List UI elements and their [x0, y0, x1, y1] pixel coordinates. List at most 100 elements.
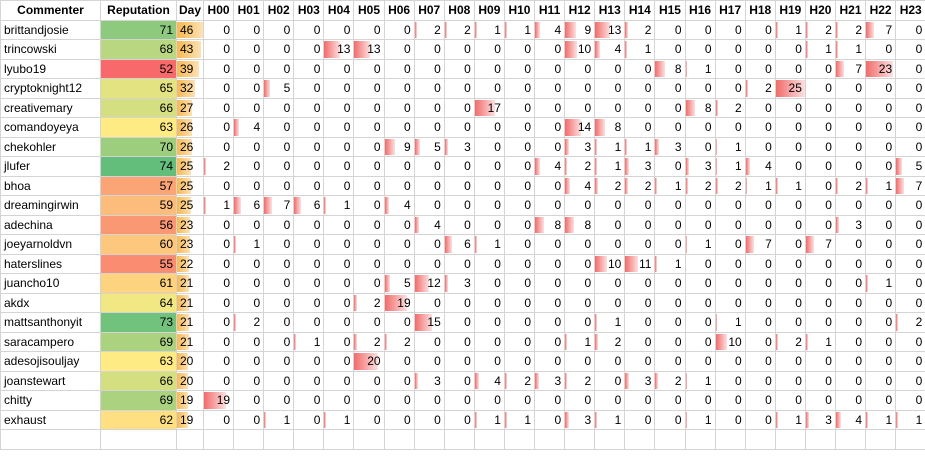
- hour-cell[interactable]: 0: [774, 292, 806, 313]
- hour-cell[interactable]: 2: [233, 312, 265, 333]
- empty-cell[interactable]: [176, 429, 204, 450]
- hour-cell[interactable]: 2: [353, 292, 385, 313]
- hour-cell[interactable]: 0: [413, 409, 445, 430]
- hour-cell[interactable]: 0: [774, 117, 806, 138]
- hour-cell[interactable]: 0: [534, 175, 566, 196]
- hour-cell[interactable]: 0: [443, 156, 475, 177]
- hour-cell[interactable]: 0: [684, 331, 716, 352]
- hour-cell[interactable]: 0: [654, 195, 686, 216]
- hour-cell[interactable]: 1: [323, 195, 355, 216]
- hour-cell[interactable]: 0: [323, 273, 355, 294]
- hour-cell[interactable]: 2: [383, 331, 415, 352]
- empty-cell[interactable]: [895, 429, 925, 450]
- hour-cell[interactable]: 0: [714, 409, 746, 430]
- commenter-cell[interactable]: adesojisouljay: [0, 351, 101, 372]
- hour-cell[interactable]: 0: [624, 390, 656, 411]
- hour-cell[interactable]: 0: [383, 58, 415, 79]
- hour-cell[interactable]: 0: [534, 351, 566, 372]
- hour-cell[interactable]: 4: [534, 156, 566, 177]
- hour-cell[interactable]: 0: [834, 78, 867, 99]
- hour-cell[interactable]: 2: [624, 175, 656, 196]
- hour-cell[interactable]: 9: [383, 136, 415, 157]
- hour-cell[interactable]: 0: [865, 253, 897, 274]
- hour-cell[interactable]: 0: [353, 390, 385, 411]
- hour-cell[interactable]: 0: [353, 312, 385, 333]
- hour-cell[interactable]: 0: [202, 253, 235, 274]
- hour-cell[interactable]: 4: [744, 156, 776, 177]
- hour-cell[interactable]: 0: [323, 97, 355, 118]
- hour-cell[interactable]: 0: [594, 351, 626, 372]
- hour-cell[interactable]: 0: [323, 351, 355, 372]
- day-cell[interactable]: 23: [176, 214, 204, 235]
- hour-cell[interactable]: 0: [654, 117, 686, 138]
- hour-cell[interactable]: 0: [834, 370, 867, 391]
- hour-cell[interactable]: 0: [383, 19, 415, 40]
- hour-cell[interactable]: 0: [263, 390, 295, 411]
- hour-cell[interactable]: 0: [564, 234, 596, 255]
- hour-cell[interactable]: 0: [383, 351, 415, 372]
- hour-cell[interactable]: 0: [353, 78, 385, 99]
- hour-cell[interactable]: 0: [443, 370, 475, 391]
- hour-cell[interactable]: 3: [443, 136, 475, 157]
- column-header[interactable]: H03: [293, 0, 325, 21]
- hour-cell[interactable]: 0: [744, 19, 776, 40]
- hour-cell[interactable]: 1: [684, 58, 716, 79]
- column-header[interactable]: H16: [684, 0, 716, 21]
- hour-cell[interactable]: 0: [233, 214, 265, 235]
- hour-cell[interactable]: 0: [895, 370, 925, 391]
- hour-cell[interactable]: 0: [744, 39, 776, 60]
- column-header[interactable]: H13: [594, 0, 626, 21]
- hour-cell[interactable]: 0: [233, 58, 265, 79]
- hour-cell[interactable]: 0: [804, 292, 836, 313]
- hour-cell[interactable]: 0: [293, 273, 325, 294]
- column-header[interactable]: H08: [443, 0, 475, 21]
- hour-cell[interactable]: 0: [804, 214, 836, 235]
- hour-cell[interactable]: 0: [834, 312, 867, 333]
- hour-cell[interactable]: 0: [804, 78, 836, 99]
- hour-cell[interactable]: 2: [684, 175, 716, 196]
- commenter-cell[interactable]: comandoyeya: [0, 117, 101, 138]
- hour-cell[interactable]: 1: [624, 136, 656, 157]
- hour-cell[interactable]: 0: [834, 195, 867, 216]
- hour-cell[interactable]: 0: [714, 19, 746, 40]
- hour-cell[interactable]: 0: [413, 331, 445, 352]
- hour-cell[interactable]: 0: [202, 273, 235, 294]
- hour-cell[interactable]: 1: [804, 39, 836, 60]
- commenter-cell[interactable]: brittandjosie: [0, 19, 101, 40]
- day-cell[interactable]: 25: [176, 195, 204, 216]
- hour-cell[interactable]: 4: [233, 117, 265, 138]
- hour-cell[interactable]: 0: [744, 117, 776, 138]
- hour-cell[interactable]: 2: [202, 156, 235, 177]
- hour-cell[interactable]: 0: [804, 175, 836, 196]
- hour-cell[interactable]: 0: [714, 273, 746, 294]
- day-cell[interactable]: 32: [176, 78, 204, 99]
- hour-cell[interactable]: 0: [744, 214, 776, 235]
- reputation-cell[interactable]: 66: [100, 97, 177, 118]
- hour-cell[interactable]: 1: [804, 331, 836, 352]
- hour-cell[interactable]: 0: [413, 58, 445, 79]
- hour-cell[interactable]: 0: [503, 390, 536, 411]
- hour-cell[interactable]: 0: [684, 214, 716, 235]
- empty-cell[interactable]: [503, 429, 536, 450]
- hour-cell[interactable]: 0: [594, 273, 626, 294]
- hour-cell[interactable]: 1: [594, 312, 626, 333]
- hour-cell[interactable]: 0: [263, 214, 295, 235]
- day-cell[interactable]: 23: [176, 234, 204, 255]
- hour-cell[interactable]: 2: [564, 156, 596, 177]
- hour-cell[interactable]: 8: [594, 117, 626, 138]
- hour-cell[interactable]: 14: [564, 117, 596, 138]
- hour-cell[interactable]: 0: [323, 292, 355, 313]
- hour-cell[interactable]: 0: [774, 390, 806, 411]
- hour-cell[interactable]: 0: [202, 19, 235, 40]
- hour-cell[interactable]: 1: [323, 409, 355, 430]
- hour-cell[interactable]: 1: [684, 234, 716, 255]
- day-cell[interactable]: 20: [176, 351, 204, 372]
- hour-cell[interactable]: 0: [503, 195, 536, 216]
- hour-cell[interactable]: 0: [503, 214, 536, 235]
- hour-cell[interactable]: 0: [353, 370, 385, 391]
- hour-cell[interactable]: 0: [624, 234, 656, 255]
- hour-cell[interactable]: 0: [293, 253, 325, 274]
- hour-cell[interactable]: 0: [323, 175, 355, 196]
- reputation-cell[interactable]: 65: [100, 78, 177, 99]
- hour-cell[interactable]: 0: [865, 292, 897, 313]
